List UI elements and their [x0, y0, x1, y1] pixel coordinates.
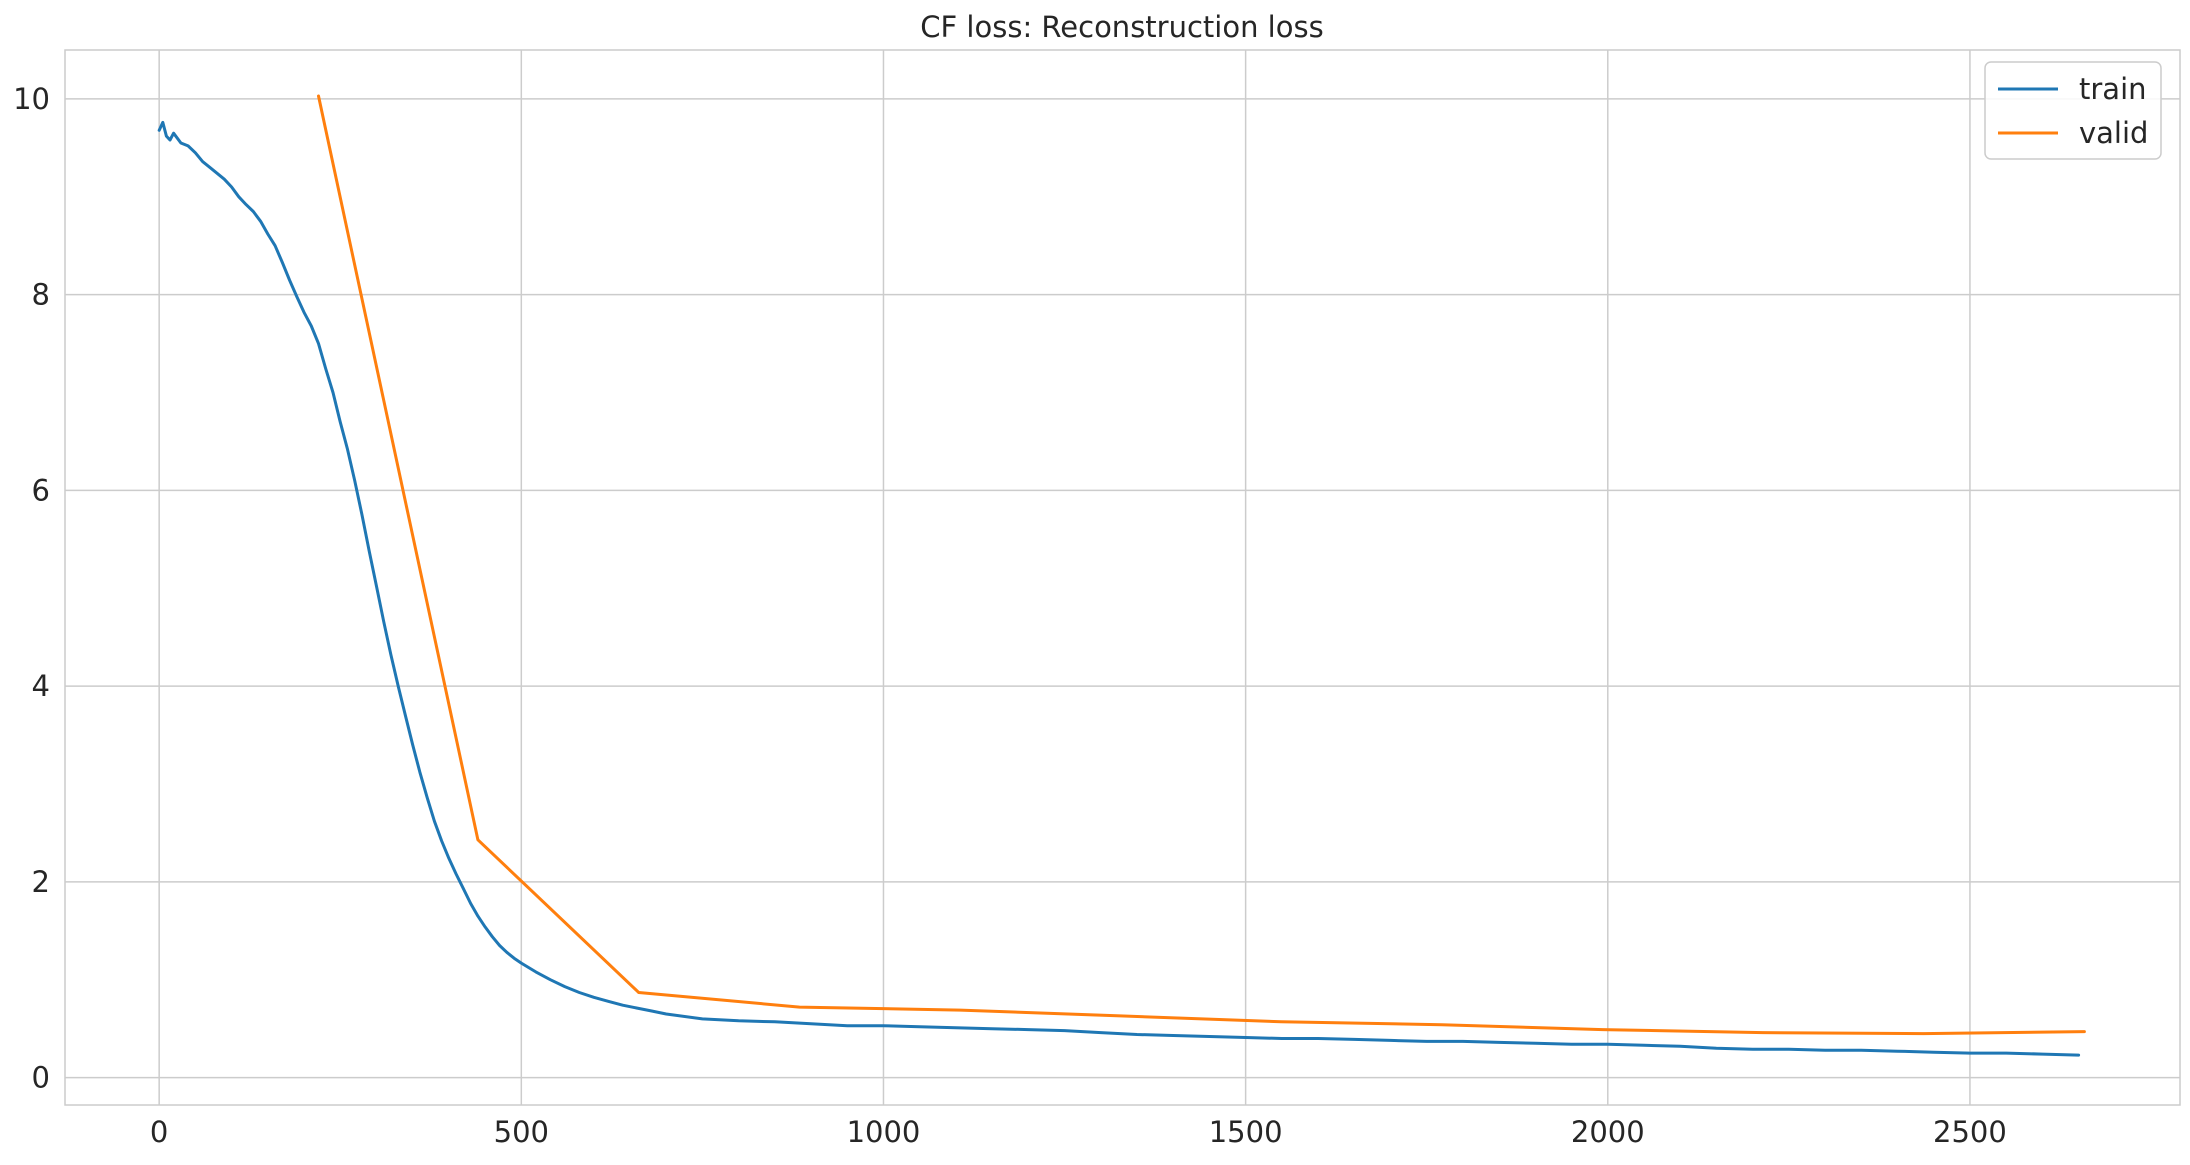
y-tick-label: 4	[32, 669, 50, 703]
series-line-valid	[317, 94, 2086, 1036]
x-tick-label: 2000	[1571, 1115, 1645, 1149]
legend-box	[1984, 61, 2162, 160]
x-tick-label: 0	[150, 1115, 168, 1149]
plot-area	[64, 49, 2181, 1106]
y-tick-label: 0	[32, 1061, 50, 1095]
x-tick-label: 1000	[847, 1115, 921, 1149]
x-tick-label: 1500	[1209, 1115, 1283, 1149]
x-tick-label: 500	[494, 1115, 549, 1149]
y-tick-label: 6	[32, 473, 50, 507]
legend-label-valid: valid	[2079, 116, 2148, 150]
x-tick-label: 2500	[1933, 1115, 2007, 1149]
series-line-train	[157, 120, 2081, 1057]
series-lines	[157, 94, 2086, 1057]
legend-label-train: train	[2079, 72, 2147, 106]
y-tick-label: 8	[32, 278, 50, 312]
tick-labels: 0 500 1000 1500 2000 2500 0 2 4 6 8 10	[13, 82, 2007, 1149]
y-tick-label: 2	[32, 865, 50, 899]
legend: train valid	[1984, 61, 2162, 160]
y-tick-label: 10	[13, 82, 50, 116]
grid-lines	[65, 50, 2180, 1105]
chart-title: CF loss: Reconstruction loss	[920, 10, 1323, 44]
